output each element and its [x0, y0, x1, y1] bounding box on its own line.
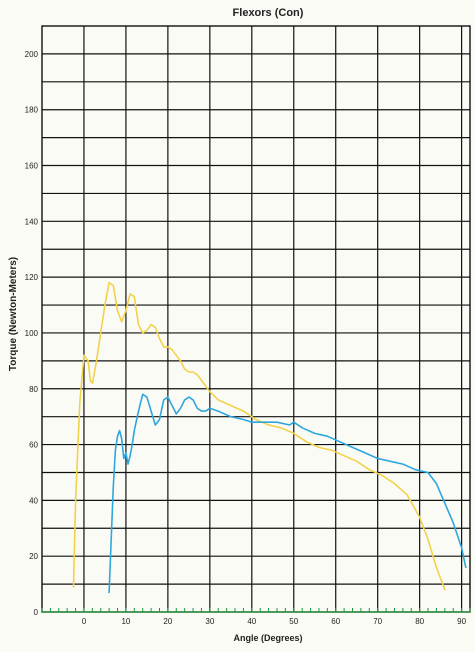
tick-label-layer: 0 20 40 60 80 100 120 140 160 180 200 0 10 20 30 40 50 60…: [25, 50, 467, 626]
y-tick-label: 80: [29, 385, 38, 394]
series-layer: [72, 281, 467, 594]
series-line-blue: [108, 393, 467, 594]
x-tick-label: 90: [457, 617, 466, 626]
x-tick-label: 40: [247, 617, 256, 626]
x-tick-label: 50: [289, 617, 298, 626]
plot-frame: [41, 25, 471, 613]
y-tick-label: 140: [25, 217, 39, 226]
y-axis-label: Torque (Newton-Meters): [8, 257, 19, 371]
y-tick-label: 100: [25, 329, 39, 338]
x-tick-label: 0: [82, 617, 87, 626]
y-tick-label: 160: [25, 162, 39, 171]
y-tick-label: 0: [34, 608, 39, 617]
y-tick-label: 60: [29, 441, 38, 450]
y-tick-label: 180: [25, 106, 39, 115]
series-line-yellow: [72, 281, 446, 591]
y-tick-label: 120: [25, 273, 39, 282]
grid-layer: [42, 26, 470, 612]
x-tick-label: 80: [415, 617, 424, 626]
x-tick-label: 10: [121, 617, 130, 626]
axis-layer: [41, 25, 471, 613]
x-tick-label: 60: [331, 617, 340, 626]
x-tick-label: 30: [205, 617, 214, 626]
y-tick-label: 40: [29, 496, 38, 505]
y-tick-label: 200: [25, 50, 39, 59]
x-axis-label: Angle (Degrees): [233, 633, 302, 643]
x-tick-label: 20: [163, 617, 172, 626]
x-tick-label: 70: [373, 617, 382, 626]
chart-title: Flexors (Con): [233, 7, 304, 19]
y-tick-label: 20: [29, 552, 38, 561]
